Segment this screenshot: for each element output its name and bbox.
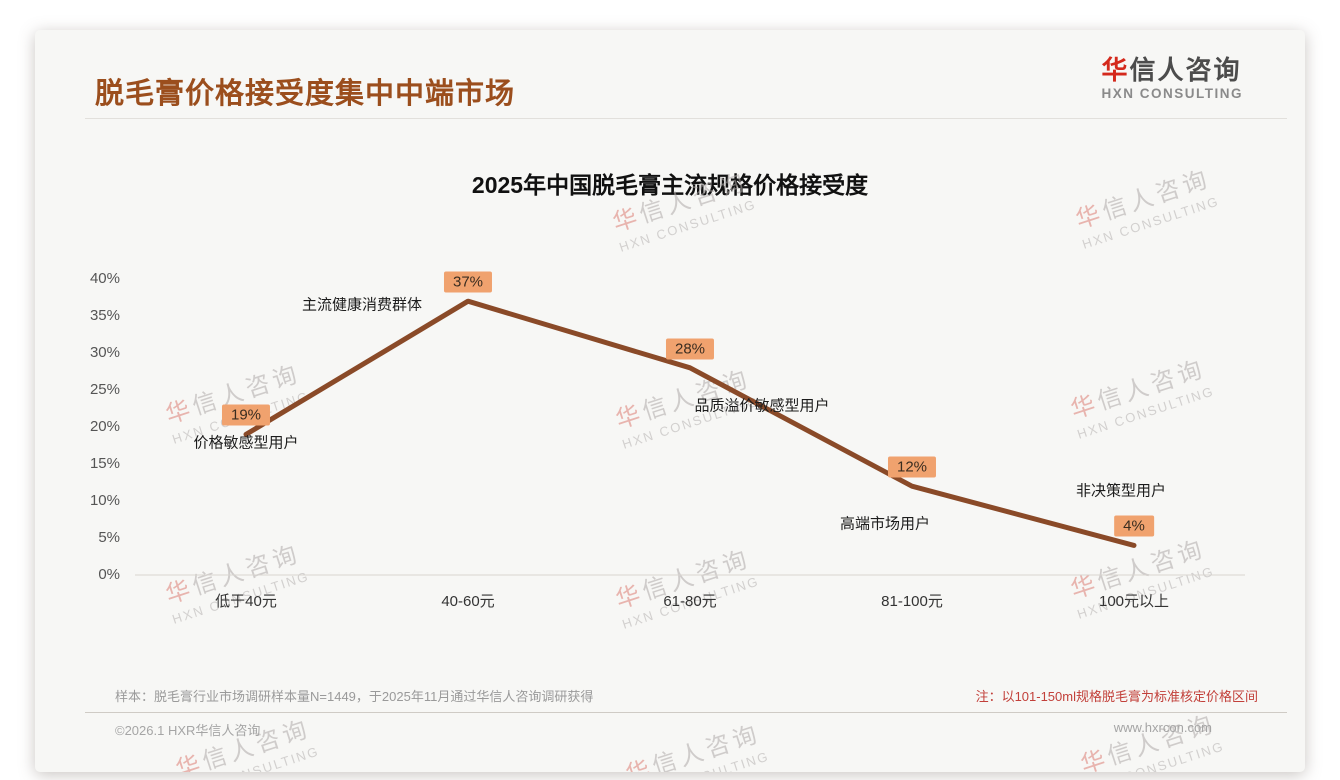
brand-logo-cn-rest: 信人咨询 [1129, 55, 1242, 85]
chart-canvas [135, 298, 1245, 576]
annotation-label: 非决策型用户 [1075, 482, 1167, 500]
brand-logo-cn: 华信人咨询 [1102, 56, 1244, 85]
sample-note: 样本：脱毛膏行业市场调研样本量N=1449，于2025年11月通过华信人咨询调研… [115, 689, 594, 704]
standard-note: 注：以101-150ml规格脱毛膏为标准核定价格区间 [975, 689, 1258, 704]
header-divider [85, 118, 1287, 119]
annotation-label: 高端市场用户 [839, 515, 931, 533]
y-axis-tick-label: 10% [89, 492, 120, 509]
report-slide: 脱毛膏价格接受度集中中端市场 华信人咨询 HXN CONSULTING 2025… [35, 30, 1305, 772]
x-axis-category-label: 低于40元 [215, 593, 277, 610]
x-axis-category-label: 81-100元 [881, 593, 943, 610]
data-point-value-label: 12% [887, 456, 937, 478]
annotation-label: 品质溢价敏感型用户 [694, 397, 830, 415]
data-point-value-label: 4% [1114, 515, 1154, 537]
brand-logo-en: HXN CONSULTING [1101, 85, 1243, 101]
line-chart: 0% 5% 10% 15% 20% 25% 30% 35% 40% 低于40元 40-60元 61-8… [35, 30, 1305, 772]
brand-logo: 华信人咨询 HXN CONSULTING [1102, 56, 1244, 101]
page-title: 脱毛膏价格接受度集中中端市场 [95, 78, 516, 110]
x-axis-category-label: 61-80元 [663, 593, 717, 610]
y-axis-tick-label: 40% [89, 270, 120, 287]
x-axis-category-label: 40-60元 [441, 593, 495, 610]
annotation-label: 价格敏感型用户 [193, 434, 299, 452]
y-axis-tick-label: 5% [98, 529, 120, 546]
data-point-value-label: 37% [443, 271, 493, 293]
footer-divider [85, 712, 1287, 713]
trend-line [243, 298, 1137, 548]
website-url: www.hxrcon.com [1113, 720, 1212, 735]
y-axis-tick-label: 20% [89, 418, 120, 435]
y-axis-tick-label: 15% [89, 455, 120, 472]
annotation-label: 主流健康消费群体 [301, 296, 423, 314]
chart-title: 2025年中国脱毛膏主流规格价格接受度 [471, 172, 869, 198]
y-axis-tick-label: 35% [89, 307, 120, 324]
brand-logo-cn-red: 华 [1101, 55, 1130, 85]
x-axis-category-label: 100元以上 [1098, 593, 1170, 610]
y-axis-tick-label: 25% [89, 381, 120, 398]
data-point-value-label: 28% [665, 338, 715, 360]
data-point-value-label: 19% [221, 404, 271, 426]
y-axis-tick-label: 30% [89, 344, 120, 361]
copyright-text: ©2026.1 HXR华信人咨询 [115, 723, 261, 738]
y-axis-tick-label: 0% [98, 566, 120, 583]
